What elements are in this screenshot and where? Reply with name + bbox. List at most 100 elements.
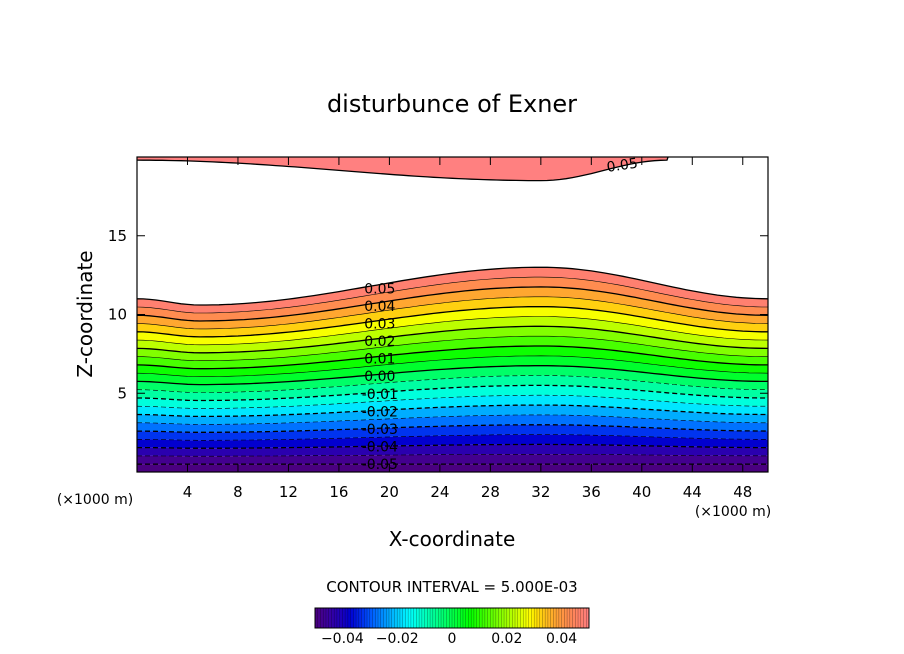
- colorbar-tick-label: 0: [448, 631, 457, 647]
- y-axis-ticks: 5 10 15: [108, 227, 768, 402]
- y-tick-label: 10: [108, 306, 127, 324]
- colorbar-swatch: [556, 608, 560, 628]
- contour-line: [137, 443, 768, 449]
- colorbar-swatch: [498, 608, 502, 628]
- colorbar-swatch: [408, 608, 412, 628]
- contour-line: [137, 325, 768, 354]
- contour-band: [137, 346, 768, 377]
- contour-line: [137, 375, 768, 393]
- colorbar-tick-label: −0.04: [321, 631, 364, 647]
- colorbar-swatch: [325, 608, 329, 628]
- contour-line: [137, 266, 768, 306]
- contour-line: [137, 454, 768, 457]
- colorbar-swatch: [520, 608, 524, 628]
- x-axis-label: X-coordinate: [389, 527, 516, 551]
- colorbar-swatch: [430, 608, 434, 628]
- contour-line: [137, 424, 768, 433]
- colorbar-swatch: [416, 608, 420, 628]
- contour-label: -0.05: [362, 457, 398, 473]
- colorbar-swatch: [432, 608, 436, 628]
- colorbar-swatch: [391, 608, 395, 628]
- chart-title: disturbunce of Exner: [327, 90, 577, 118]
- contour-label: -0.04: [362, 440, 398, 456]
- contour-band: [137, 296, 768, 337]
- colorbar-swatch: [402, 608, 406, 628]
- contour-band: [137, 326, 768, 361]
- contour-band: [137, 267, 768, 313]
- colorbar-swatch: [435, 608, 439, 628]
- contour-label: 0.02: [364, 334, 395, 350]
- contour-line: [137, 394, 768, 409]
- colorbar-swatch: [580, 608, 584, 628]
- y-axis-label: Z-coordinate: [73, 250, 97, 377]
- colorbar-swatch: [460, 608, 464, 628]
- colorbar-swatch: [471, 608, 475, 628]
- colorbar-swatch: [517, 608, 521, 628]
- colorbar-swatch: [336, 608, 340, 628]
- colorbar-swatch: [334, 608, 338, 628]
- colorbar-swatch: [342, 608, 346, 628]
- colorbar-swatch: [542, 608, 546, 628]
- colorbar-swatch: [386, 608, 390, 628]
- colorbar-swatch: [364, 608, 368, 628]
- colorbar-swatch: [528, 608, 532, 628]
- colorbar-swatch: [383, 608, 387, 628]
- colorbar-swatch: [462, 608, 466, 628]
- contour-interval-text: CONTOUR INTERVAL = 5.000E-03: [326, 578, 577, 596]
- colorbar-swatch: [399, 608, 403, 628]
- colorbar-swatch: [501, 608, 505, 628]
- colorbar-swatch: [539, 608, 543, 628]
- contour-band: [137, 454, 768, 465]
- contour-labels: 0.05 0.04 0.030.02 0.010.00 -0.01-0.02 -0.03 -…: [362, 156, 639, 473]
- contour-band: [137, 414, 768, 433]
- contour-line: [137, 345, 768, 370]
- colorbar-swatch: [358, 608, 362, 628]
- y-tick-label: 5: [117, 384, 127, 402]
- x-tick-label: 28: [481, 483, 500, 501]
- colorbar-swatch: [525, 608, 530, 628]
- plot-area: [137, 157, 768, 472]
- colorbar-swatch: [443, 608, 447, 628]
- x-tick-label: 8: [233, 483, 243, 501]
- contour-band: [137, 444, 768, 457]
- colorbar-swatch: [490, 608, 494, 628]
- colorbar-swatch: [564, 608, 568, 628]
- colorbar-swatch: [506, 608, 510, 628]
- colorbar-swatch: [380, 608, 384, 628]
- colorbar-swatch: [575, 608, 579, 628]
- colorbar-swatch: [372, 608, 376, 628]
- colorbar-swatch: [367, 608, 371, 628]
- contour-label: 0.05: [606, 156, 639, 176]
- colorbar-swatch: [583, 608, 587, 628]
- contour-line: [137, 286, 768, 322]
- x-tick-label: 12: [279, 483, 298, 501]
- colorbar-swatch: [523, 608, 527, 628]
- colorbar-swatch: [427, 608, 431, 628]
- contour-band: [137, 355, 768, 385]
- contour-label: -0.02: [362, 404, 398, 420]
- colorbar-swatch: [441, 608, 445, 628]
- colorbar-swatch: [531, 608, 535, 628]
- x-tick-label: 32: [531, 483, 550, 501]
- colorbar-swatch: [320, 608, 324, 628]
- colorbar-swatch: [487, 608, 491, 628]
- colorbar-swatch: [388, 608, 393, 628]
- x-axis-ticks: 4 8 12 16 20 24 28 32 36 40 44 48: [183, 157, 752, 501]
- colorbar-swatch: [350, 608, 354, 628]
- colorbar-swatch: [421, 608, 425, 628]
- colorbar-swatch: [553, 608, 557, 628]
- contour-line: [137, 296, 768, 330]
- colorbar-swatch: [369, 608, 373, 628]
- colorbar-swatch: [328, 608, 332, 628]
- contour-band: [137, 336, 768, 369]
- contour-label: 0.05: [364, 281, 395, 297]
- contour-band: [137, 306, 768, 345]
- contour-label: 0.00: [364, 369, 395, 385]
- colorbar-swatch: [419, 608, 423, 628]
- contour-line: [137, 434, 768, 441]
- colorbar-swatch: [515, 608, 519, 628]
- x-tick-label: 36: [582, 483, 601, 501]
- colorbar-swatch: [509, 608, 513, 628]
- colorbar-swatch: [378, 608, 382, 628]
